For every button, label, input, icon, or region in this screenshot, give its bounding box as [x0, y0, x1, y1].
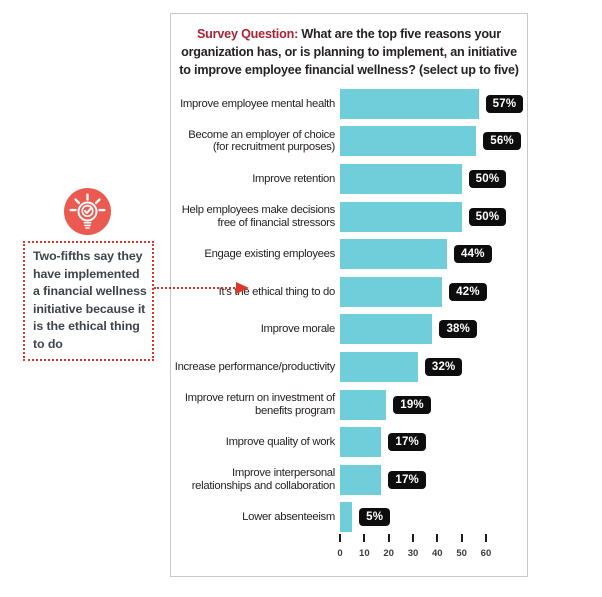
chart-row: Lower absenteeism 5%: [171, 499, 527, 537]
axis-tick: [363, 534, 366, 542]
chart-row: It’s the ethical thing to do 42%: [171, 273, 527, 311]
value-badge: 38%: [439, 320, 478, 339]
axis-tick: [436, 534, 439, 542]
bar: [340, 201, 462, 232]
chart-row: Improve return on investment of benefits…: [171, 386, 527, 424]
chart-row: Improve interpersonal relationships and …: [171, 461, 527, 499]
category-label: Improve retention: [252, 172, 335, 185]
chart-row: Improve employee mental health 57%: [171, 85, 527, 123]
category-label: Improve interpersonal relationships and …: [191, 467, 336, 492]
value-badge: 56%: [483, 132, 521, 151]
category-label: Become an employer of choice (for recrui…: [188, 128, 335, 154]
axis-tick: [387, 534, 390, 542]
chart-row: Engage existing employees 44%: [171, 235, 527, 273]
axis-tick: [411, 534, 414, 542]
value-badge: 42%: [449, 282, 487, 301]
value-badge: 44%: [454, 245, 492, 264]
callout-connector-line: [154, 287, 238, 289]
value-badge: 19%: [393, 395, 431, 414]
category-label: Lower absenteeism: [242, 511, 335, 524]
chart-row: Improve retention 50%: [171, 160, 527, 198]
value-badge: 32%: [424, 357, 463, 376]
axis-tick-label: 10: [359, 548, 370, 559]
axis-tick-label: 30: [407, 548, 419, 559]
survey-question-prefix: Survey Question:: [196, 27, 299, 41]
chart-row: Help employees make decisions free of fi…: [171, 198, 527, 236]
value-badge: 5%: [359, 508, 391, 527]
value-badge: 17%: [388, 470, 426, 489]
bar: [340, 464, 382, 495]
category-label: Help employees make decisions free of fi…: [181, 204, 336, 229]
bar: [340, 389, 387, 420]
value-badge: 17%: [388, 433, 426, 452]
axis-tick-label: 20: [383, 548, 394, 559]
survey-question-title: Survey Question: What are the top five r…: [179, 25, 519, 79]
category-label: Improve morale: [260, 323, 336, 336]
bar: [340, 502, 353, 533]
bar: [340, 126, 477, 157]
value-badge: 50%: [468, 169, 507, 188]
value-badge: 57%: [485, 94, 524, 113]
axis-tick: [339, 534, 341, 542]
bar: [340, 88, 479, 119]
survey-question-text: What are the top five reasons your organ…: [179, 27, 519, 77]
category-label: Improve quality of work: [225, 435, 336, 448]
axis-tick-label: 40: [432, 548, 443, 559]
value-badge: 50%: [468, 207, 507, 226]
category-label: Improve return on investment of benefits…: [184, 392, 335, 417]
axis-tick-label: 60: [480, 548, 492, 559]
axis-tick-label: 50: [456, 548, 467, 559]
bar-chart: Improve employee mental health 57% Become …: [171, 85, 527, 536]
axis-tick-label: 0: [337, 548, 343, 559]
bar: [340, 314, 433, 345]
callout-box: Two-fifths say they have implemented a f…: [23, 241, 154, 361]
chart-row: Improve quality of work 17%: [171, 423, 527, 461]
bar: [340, 239, 448, 270]
callout-text: Two-fifths say they have implemented a f…: [33, 249, 147, 351]
chart-panel: Survey Question: What are the top five r…: [170, 13, 528, 577]
chart-row: Increase performance/productivity 32%: [171, 348, 527, 386]
lightbulb-check-icon: [64, 188, 111, 235]
category-label: Improve employee mental health: [180, 97, 335, 110]
chart-row: Become an employer of choice (for recrui…: [171, 123, 527, 161]
axis-tick: [484, 534, 487, 542]
bar: [340, 163, 462, 194]
bar: [340, 427, 382, 458]
axis-tick: [460, 534, 463, 542]
callout-arrow-icon: [236, 282, 249, 294]
bar: [340, 351, 418, 382]
x-axis: 0 10 20 30 40 50 60: [171, 534, 527, 574]
bar: [340, 276, 443, 307]
category-label: Engage existing employees: [204, 247, 335, 260]
category-label: Increase performance/productivity: [174, 360, 336, 373]
chart-row: Improve morale 38%: [171, 311, 527, 349]
